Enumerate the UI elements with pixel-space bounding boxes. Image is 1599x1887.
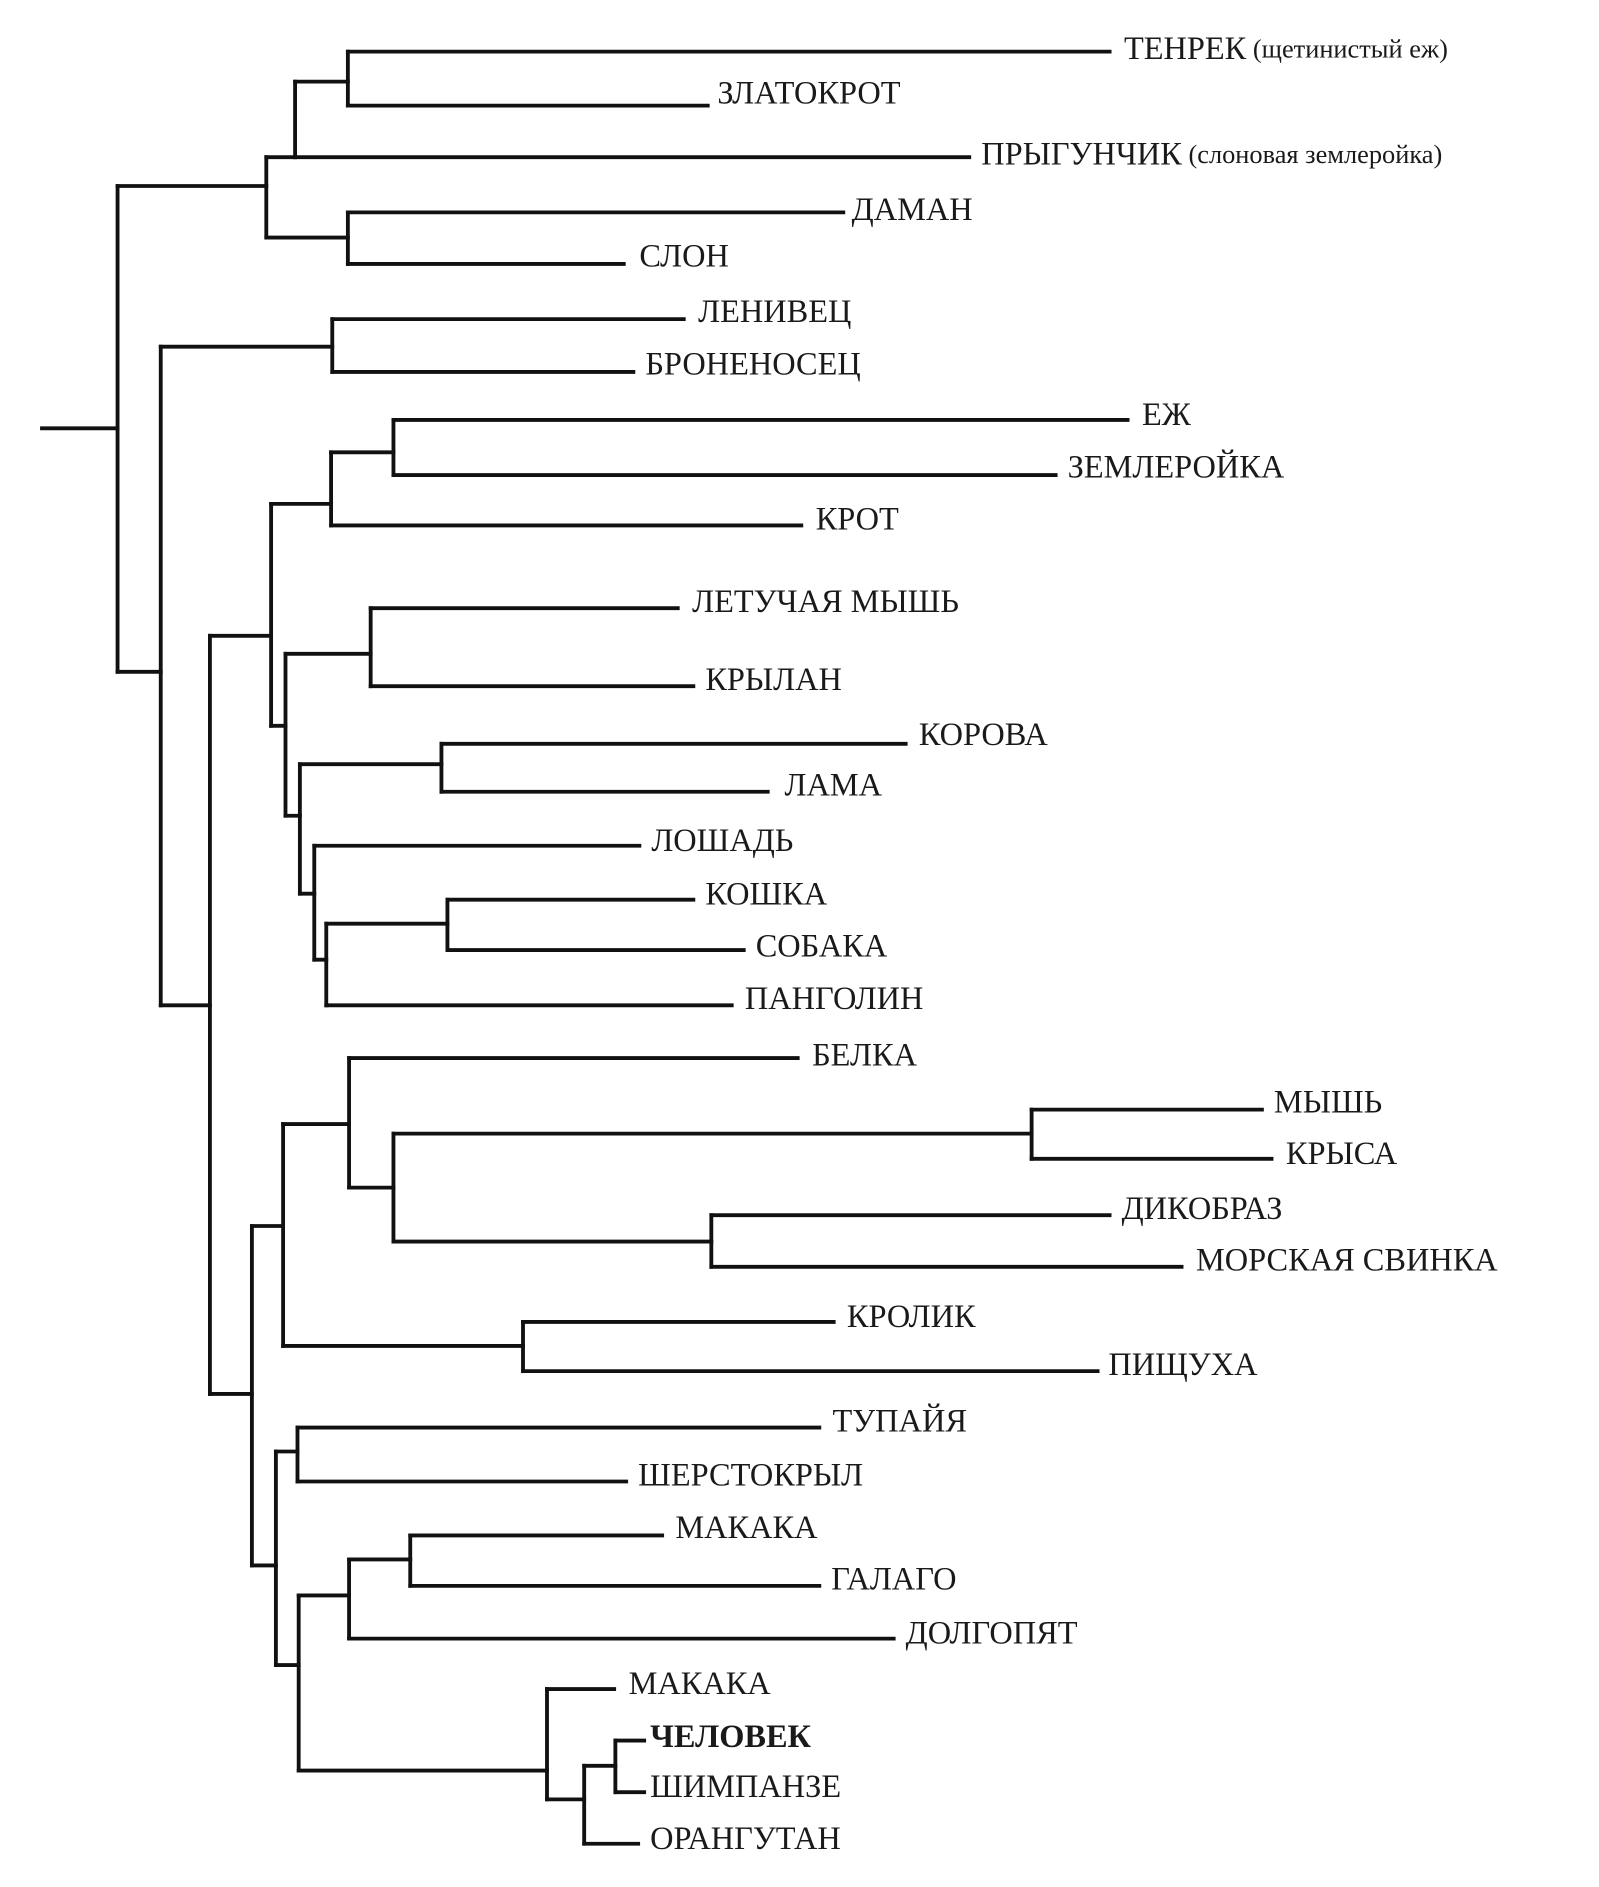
leaf-label: ДИКОБРАЗ [1122,1191,1283,1227]
leaf-label: МАКАКА [629,1666,772,1702]
leaf-label: ТУПАЙЯ [832,1403,966,1439]
leaf-label: ЛАМА [785,768,883,804]
leaf-label: БЕЛКА [812,1037,917,1073]
leaf-label: ДАМАН [852,192,973,228]
leaf-label: ЛОШАДЬ [651,823,793,859]
leaf-label-note: (щетинистый еж) [1246,34,1448,64]
leaf-label: ЕЖ [1142,397,1192,433]
leaf-label: ТЕНРЕК (щетинистый еж) [1124,31,1448,67]
leaf-label: ОРАНГУТАН [650,1821,841,1857]
leaf-label: ЗЛАТОКРОТ [717,75,900,111]
leaf-label: КОШКА [705,877,827,913]
leaf-label: МАКАКА [675,1510,818,1546]
leaf-label: ДОЛГОПЯТ [906,1616,1078,1652]
leaf-label: ПРЫГУНЧИК (слоновая землеройка) [981,137,1442,173]
leaf-label: ШЕРСТОКРЫЛ [638,1457,863,1493]
leaf-labels: ТЕНРЕК (щетинистый еж) ЗЛАТОКРОТ ПРЫГУНЧИК… [629,31,1499,1857]
leaf-label: КРЫСА [1286,1136,1398,1172]
leaf-label: КОРОВА [919,717,1049,753]
leaf-label: КРОТ [816,501,899,537]
leaf-label: ШИМПАНЗЕ [650,1769,841,1805]
branches [40,49,1274,1846]
leaf-label: ЗЕМЛЕРОЙКА [1068,450,1285,486]
leaf-label: КРЫЛАН [705,662,842,698]
leaf-label: ЛЕТУЧАЯ МЫШЬ [692,584,959,620]
leaf-label: СЛОН [639,239,729,275]
leaf-label: СОБАКА [756,928,888,964]
leaf-label: МОРСКАЯ СВИНКА [1196,1243,1498,1279]
leaf-label-note: (слоновая землеройка) [1182,139,1442,169]
leaf-label: ПАНГОЛИН [745,981,924,1017]
leaf-label: БРОНЕНОСЕЦ [645,347,860,383]
leaf-label: ГАЛАГО [831,1562,956,1598]
leaf-label: МЫШЬ [1274,1084,1382,1120]
leaf-label: ПИЩУХА [1108,1347,1258,1383]
leaf-label: ЛЕНИВЕЦ [698,294,851,330]
leaf-label: КРОЛИК [847,1299,976,1335]
leaf-label: ЧЕЛОВЕК [650,1719,811,1755]
